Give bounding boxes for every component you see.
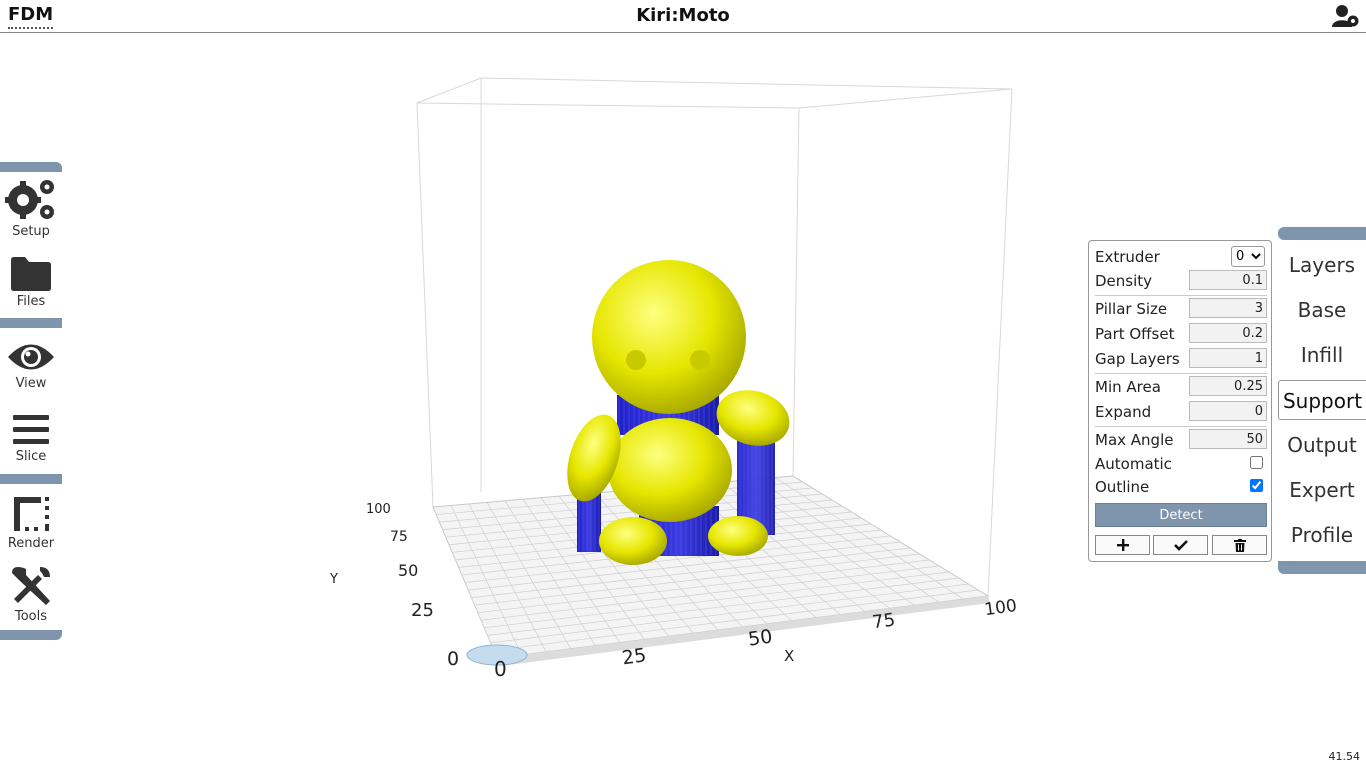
setup-button[interactable]: Setup	[0, 176, 62, 249]
tab-infill[interactable]: Infill	[1300, 343, 1344, 367]
density-row: Density	[1095, 269, 1267, 293]
plus-icon	[1116, 539, 1129, 551]
right-menu-cap	[1278, 227, 1366, 240]
gap-layers-input[interactable]	[1189, 348, 1267, 368]
bars-icon	[13, 415, 49, 444]
grid-line	[756, 478, 940, 603]
extruder-row: Extruder 0	[1095, 245, 1267, 269]
accept-support-button[interactable]	[1153, 535, 1208, 555]
mode-selector[interactable]: FDM	[8, 4, 54, 29]
density-label: Density	[1095, 272, 1153, 290]
automatic-label: Automatic	[1095, 455, 1172, 473]
grid-line	[702, 483, 866, 612]
pillar-size-row: Pillar Size	[1095, 297, 1267, 321]
extruder-label: Extruder	[1095, 248, 1160, 266]
slice-button[interactable]: Slice	[0, 413, 62, 486]
y-tick: 50	[398, 561, 418, 580]
build-plate	[432, 475, 990, 666]
eye-icon	[8, 344, 54, 370]
support-settings-panel: Extruder 0 Density Pillar Size Part Offs…	[1088, 240, 1272, 562]
min-area-label: Min Area	[1095, 378, 1161, 396]
tools-label: Tools	[14, 609, 48, 624]
y-tick: 0	[447, 648, 459, 670]
tab-support[interactable]: Support	[1278, 380, 1366, 420]
y-tick: 25	[411, 600, 434, 621]
add-support-button[interactable]	[1095, 535, 1150, 555]
expand-row: Expand	[1095, 400, 1267, 424]
view-button[interactable]: View	[0, 340, 62, 413]
grid-line	[612, 491, 743, 628]
extruder-select[interactable]: 0	[1231, 246, 1265, 267]
build-volume-viewport[interactable]: 0 25 50 75 100 X 0 25 50 75 100 Y	[0, 33, 1366, 768]
gears-icon	[5, 180, 54, 219]
left-menu-cap	[0, 162, 62, 172]
y-tick: 75	[390, 529, 408, 545]
render-button[interactable]: Render	[0, 494, 62, 567]
check-icon	[1173, 540, 1188, 551]
x-tick: 100	[983, 596, 1018, 620]
x-tick: 50	[747, 626, 774, 651]
clear-support-button[interactable]	[1212, 535, 1267, 555]
build-volume-box	[416, 77, 1013, 597]
files-button[interactable]: Files	[0, 256, 62, 329]
origin-marker	[466, 644, 528, 666]
outline-row: Outline	[1095, 475, 1267, 499]
tools-icon	[12, 567, 50, 605]
max-angle-label: Max Angle	[1095, 431, 1174, 449]
tab-layers[interactable]: Layers	[1288, 253, 1356, 277]
grid-line	[774, 477, 964, 600]
divider	[1095, 295, 1267, 296]
trash-icon	[1233, 539, 1246, 552]
fps-counter: 41.54	[1328, 750, 1361, 763]
x-tick: 25	[621, 644, 648, 669]
render-icon	[14, 497, 49, 531]
tab-expert[interactable]: Expert	[1289, 478, 1355, 502]
y-axis-label: Y	[329, 572, 338, 587]
max-angle-input[interactable]	[1189, 429, 1267, 449]
expand-input[interactable]	[1189, 401, 1267, 421]
max-angle-row: Max Angle	[1095, 428, 1267, 452]
gap-layers-label: Gap Layers	[1095, 350, 1180, 368]
render-label: Render	[7, 536, 55, 551]
divider	[1095, 373, 1267, 374]
gap-layers-row: Gap Layers	[1095, 347, 1267, 371]
divider	[1095, 426, 1267, 427]
tab-output[interactable]: Output	[1287, 433, 1357, 457]
density-input[interactable]	[1189, 270, 1267, 290]
part-offset-row: Part Offset	[1095, 322, 1267, 346]
expand-label: Expand	[1095, 403, 1152, 421]
min-area-row: Min Area	[1095, 375, 1267, 399]
y-tick: 100	[366, 502, 391, 517]
pillar-size-label: Pillar Size	[1095, 300, 1168, 318]
folder-icon	[11, 257, 51, 291]
x-axis-label: X	[784, 647, 794, 665]
x-tick: 0	[494, 657, 507, 681]
automatic-checkbox[interactable]	[1250, 456, 1263, 469]
part-offset-label: Part Offset	[1095, 325, 1175, 343]
left-menu-divider	[0, 318, 62, 328]
min-area-input[interactable]	[1189, 376, 1267, 396]
x-tick: 75	[871, 609, 897, 633]
view-label: View	[15, 376, 47, 391]
files-label: Files	[16, 294, 46, 309]
tab-profile[interactable]: Profile	[1290, 523, 1354, 547]
part-offset-input[interactable]	[1189, 323, 1267, 343]
top-bar: FDM Kiri:Moto	[0, 0, 1366, 33]
setup-label: Setup	[12, 224, 50, 239]
slice-label: Slice	[15, 449, 47, 464]
model-robot[interactable]	[557, 260, 795, 565]
app-title: Kiri:Moto	[636, 5, 730, 26]
outline-checkbox[interactable]	[1250, 479, 1263, 492]
right-menu-cap	[1278, 561, 1366, 574]
pillar-size-input[interactable]	[1189, 298, 1267, 318]
outline-label: Outline	[1095, 478, 1150, 496]
automatic-row: Automatic	[1095, 452, 1267, 476]
tab-base[interactable]: Base	[1297, 298, 1347, 322]
left-menu-divider	[0, 474, 62, 484]
user-settings-icon[interactable]	[1332, 4, 1360, 28]
left-menu-cap	[0, 630, 62, 640]
detect-button[interactable]: Detect	[1095, 503, 1267, 527]
tools-button[interactable]: Tools	[0, 565, 62, 638]
